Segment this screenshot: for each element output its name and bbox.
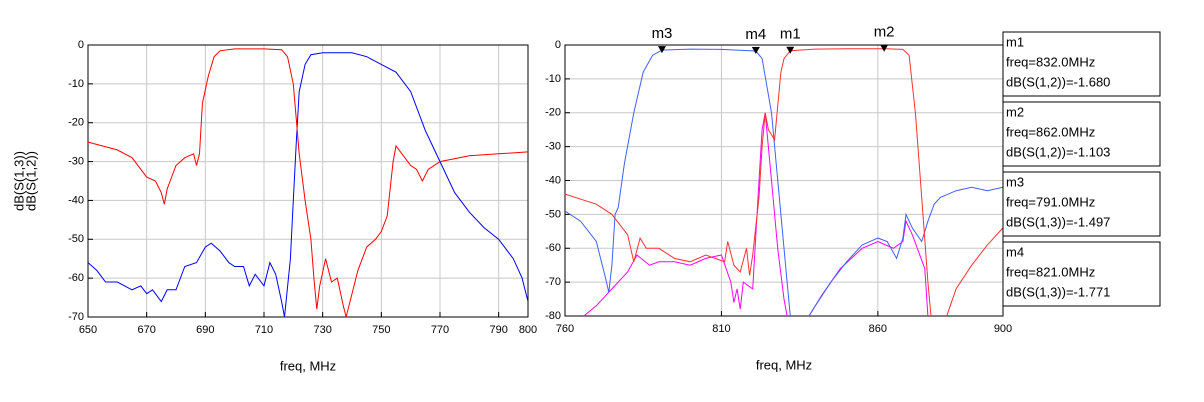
y-tick-label: -40 [68,194,84,206]
marker-triangle [751,46,760,54]
marker-label: m1 [780,26,801,43]
marker-box-line: freq=791.0MHz [1006,194,1095,209]
x-tick-label: 670 [137,324,155,336]
x-tick-label: 800 [519,324,537,336]
x-tick-label: 730 [313,324,331,336]
y-tick-label: -70 [68,311,84,323]
x-tick-label: 750 [372,324,390,336]
x-tick-label: 810 [712,323,730,335]
y-axis-label: dB(S(1,2)) [23,151,38,211]
y-tick-label: -50 [68,233,84,245]
y-tick-label: -50 [545,208,561,220]
x-tick-label: 900 [994,323,1012,335]
marker-box [1002,101,1161,167]
y-axis-label: dB(S(1,3)) [11,151,26,211]
series-line [583,112,788,316]
marker-triangle [880,44,889,52]
marker-label: m4 [745,26,766,43]
x-tick-label: 790 [489,324,507,336]
y-tick-label: -40 [545,174,561,186]
x-tick-label: 650 [79,324,97,336]
y-tick-label: -80 [545,310,561,322]
marker-box-line: dB(S(1,3))=-1.771 [1006,284,1110,299]
marker-box [1002,31,1161,97]
x-axis-label: freq, MHz [280,358,336,373]
marker-box-line: freq=821.0MHz [1006,264,1095,279]
y-tick-label: -70 [545,276,561,288]
marker-box-title: m3 [1006,174,1024,189]
series-line [808,219,929,316]
marker-box-line: dB(S(1,3))=-1.497 [1006,214,1110,229]
series-line [565,48,932,316]
y-tick-label: -30 [545,141,561,153]
y-tick-label: -20 [545,107,561,119]
series-line [565,48,791,316]
marker-box-title: m4 [1006,244,1024,259]
y-tick-label: -60 [68,272,84,284]
x-tick-label: 760 [556,323,574,335]
marker-triangle [786,46,795,54]
x-tick-label: 710 [255,324,273,336]
marker-label: m2 [874,24,895,41]
y-tick-label: -10 [545,73,561,85]
x-tick-label: 770 [431,324,449,336]
y-tick-label: 0 [78,39,84,51]
series-line [88,52,528,317]
y-tick-label: -60 [545,242,561,254]
marker-box-title: m2 [1006,104,1024,119]
y-tick-label: -30 [68,155,84,167]
marker-box-line: freq=862.0MHz [1006,124,1095,139]
marker-triangle [657,46,666,54]
marker-box-line: dB(S(1,2))=-1.103 [1006,144,1110,159]
plot-frame [87,44,529,318]
marker-box-line: freq=832.0MHz [1006,54,1095,69]
y-tick-label: -20 [68,117,84,129]
series-line [946,227,1003,316]
x-tick-label: 690 [196,324,214,336]
y-tick-label: -10 [68,78,84,90]
x-axis-label: freq, MHz [756,357,812,372]
marker-box [1002,241,1161,307]
x-tick-label: 860 [869,323,887,335]
marker-box-line: dB(S(1,2))=-1.680 [1006,74,1110,89]
marker-box [1002,171,1161,237]
marker-label: m3 [652,25,673,42]
y-tick-label: 0 [555,39,561,51]
marker-box-title: m1 [1006,34,1024,49]
series-line [88,48,528,317]
series-line [808,186,1003,316]
